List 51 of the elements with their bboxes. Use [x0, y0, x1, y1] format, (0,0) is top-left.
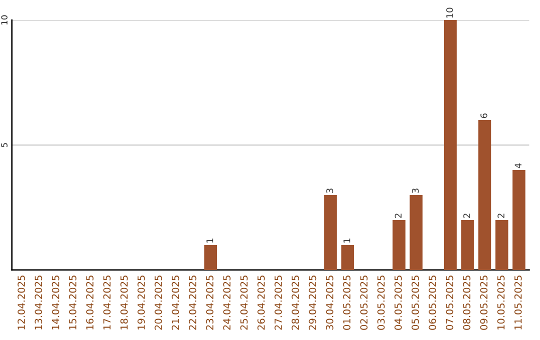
x-tick-label: 05.05.2025 — [412, 276, 419, 330]
x-tick-label: 09.05.2025 — [480, 276, 488, 330]
x-tick-label: 11.05.2025 — [514, 276, 522, 330]
x-tick-label: 29.04.2025 — [308, 276, 316, 330]
x-tick-label: 26.04.2025 — [257, 276, 265, 330]
data-label: 1 — [344, 238, 350, 243]
bar — [204, 244, 218, 270]
y-tick-label: 5 — [1, 143, 8, 148]
bar — [461, 220, 474, 270]
x-tick-label: 18.04.2025 — [120, 276, 128, 330]
x-tick-label: 01.05.2025 — [343, 276, 350, 330]
x-tick-label: 15.04.2025 — [69, 276, 76, 330]
data-label: 3 — [326, 188, 334, 193]
x-tick-label: 25.04.2025 — [240, 276, 248, 330]
data-label: 3 — [412, 188, 419, 193]
data-label: 10 — [446, 8, 454, 18]
x-tick-label: 14.04.2025 — [52, 276, 60, 330]
x-tick-label: 21.04.2025 — [172, 276, 180, 330]
bar — [495, 220, 508, 270]
x-tick-label: 03.05.2025 — [377, 276, 385, 330]
x-tick-label: 13.04.2025 — [34, 276, 42, 330]
x-tick-label: 20.04.2025 — [154, 276, 162, 330]
x-tick-label: 12.04.2025 — [18, 276, 25, 330]
data-label: 2 — [498, 214, 504, 218]
x-tick-label: 08.05.2025 — [463, 276, 470, 330]
bar — [444, 20, 457, 270]
bar — [478, 120, 492, 270]
x-tick-label: 04.05.2025 — [394, 276, 402, 330]
x-tick-label: 27.04.2025 — [274, 276, 282, 330]
data-label: 2 — [394, 214, 402, 218]
x-tick-label: 06.05.2025 — [428, 276, 436, 330]
bar — [512, 170, 526, 270]
bar — [392, 220, 406, 270]
bar — [324, 194, 337, 270]
x-tick-label: 16.04.2025 — [86, 276, 94, 330]
bar — [341, 244, 354, 270]
x-tick-label: 22.04.2025 — [188, 276, 196, 330]
x-tick-label: 28.04.2025 — [292, 276, 300, 330]
data-label: 2 — [463, 214, 470, 218]
data-label: 6 — [480, 113, 488, 118]
x-tick-label: 30.04.2025 — [326, 276, 334, 330]
x-tick-label: 02.05.2025 — [360, 276, 368, 330]
bar — [410, 194, 423, 270]
data-label: 1 — [206, 238, 214, 243]
x-tick-label: 10.05.2025 — [497, 276, 505, 330]
x-tick-label: 07.05.2025 — [446, 276, 454, 330]
x-tick-label: 19.04.2025 — [138, 276, 145, 330]
x-tick-label: 17.04.2025 — [103, 276, 111, 330]
x-tick-label: 24.04.2025 — [223, 276, 231, 330]
data-label: 4 — [514, 163, 522, 168]
x-tick-label: 23.04.2025 — [206, 276, 214, 330]
